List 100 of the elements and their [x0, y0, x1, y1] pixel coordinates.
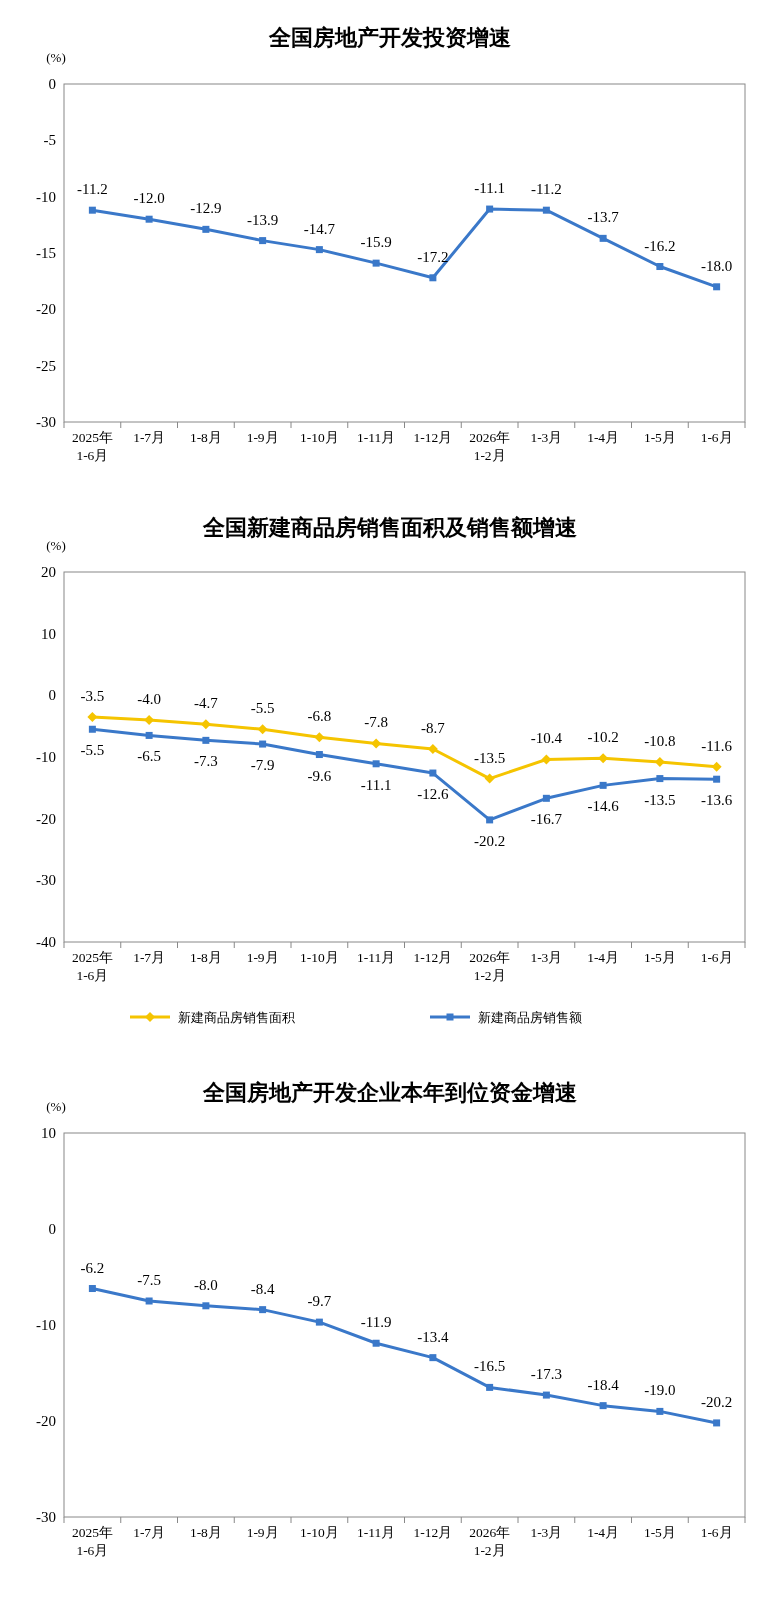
data-label: -15.9	[360, 234, 392, 251]
point	[713, 775, 721, 783]
point	[372, 760, 380, 768]
point	[656, 775, 664, 783]
data-label: -11.2	[531, 181, 562, 198]
y-axis-title: (%)	[46, 538, 66, 553]
point	[314, 732, 325, 743]
data-label: -8.0	[194, 1276, 218, 1293]
data-label: -8.7	[421, 719, 446, 736]
data-label: -8.4	[250, 1280, 275, 1297]
point	[202, 736, 210, 744]
y-tick-label: -10	[36, 1317, 56, 1333]
x-tick-label: 1-6月	[700, 430, 733, 445]
data-label: -16.2	[644, 237, 676, 254]
data-label: -7.8	[364, 714, 388, 731]
x-tick-label: 1-3月	[530, 950, 563, 965]
data-label: -9.6	[307, 767, 332, 784]
point	[599, 781, 607, 789]
point	[200, 719, 211, 730]
point	[202, 1302, 210, 1310]
point	[486, 816, 494, 824]
point	[371, 738, 382, 749]
data-label: -16.7	[530, 811, 563, 828]
data-label: -13.9	[247, 211, 279, 228]
data-label: -17.2	[417, 248, 449, 265]
point	[315, 246, 323, 254]
data-label: -12.0	[133, 190, 165, 207]
y-tick-label: -30	[36, 872, 56, 889]
data-label: -12.6	[417, 786, 449, 803]
x-tick-label: 1-9月	[246, 430, 279, 445]
data-label: -7.9	[250, 757, 275, 774]
data-label: -11.1	[360, 776, 392, 793]
x-tick-label: 1-7月	[133, 430, 166, 445]
x-tick-label: 1-7月	[133, 1525, 166, 1540]
point	[87, 711, 98, 722]
point	[257, 724, 268, 735]
x-tick-label: 1-8月	[189, 1525, 222, 1540]
data-label: -20.2	[701, 1393, 733, 1410]
y-tick-label: -5	[43, 132, 56, 149]
point	[259, 740, 267, 748]
y-tick-label: -10	[36, 188, 56, 205]
point	[202, 225, 210, 233]
data-label: -11.1	[474, 180, 505, 197]
data-label: -3.5	[80, 687, 105, 704]
y-axis-title: (%)	[46, 50, 66, 65]
y-axis-title: (%)	[46, 1099, 66, 1114]
y-tick-label: -20	[36, 810, 56, 827]
x-tick-label: 1-3月	[530, 430, 563, 445]
point	[542, 206, 550, 214]
x-tick-label: 1-5月	[643, 1525, 676, 1540]
data-label: -18.0	[701, 257, 733, 274]
x-tick-label: 1-9月	[246, 1525, 279, 1540]
data-label: -6.2	[80, 1259, 105, 1276]
point	[542, 1391, 550, 1399]
chart-title: 全国新建商品房销售面积及销售额增速	[202, 515, 577, 540]
x-tick-label: 1-8月	[189, 950, 222, 965]
point	[711, 761, 722, 772]
chart-title: 全国房地产开发企业本年到位资金增速	[202, 1080, 577, 1105]
point	[372, 1339, 380, 1347]
x-tick-label: 1-6月	[700, 1525, 733, 1540]
y-tick-label: 0	[48, 687, 56, 704]
point	[429, 274, 437, 282]
x-tick-label: 1-11月	[357, 430, 396, 445]
data-label: -6.8	[307, 708, 332, 725]
data-label: -13.6	[701, 792, 733, 809]
data-label: -14.6	[587, 798, 620, 815]
point	[259, 1306, 267, 1314]
data-label: -11.9	[360, 1314, 392, 1331]
x-tick-label: 1-9月	[246, 950, 279, 965]
data-label: -12.9	[190, 200, 222, 217]
y-tick-label: -15	[36, 245, 56, 261]
point	[88, 725, 96, 733]
data-label: -14.7	[303, 220, 336, 237]
x-tick-label: 1-4月	[587, 1525, 620, 1540]
data-label: -7.5	[137, 1272, 161, 1288]
x-tick-label: 1-12月	[413, 1525, 453, 1540]
point	[315, 1318, 323, 1326]
y-tick-label: 20	[41, 564, 56, 580]
x-tick-label: 1-10月	[300, 1525, 339, 1540]
data-label: -5.5	[80, 742, 105, 759]
data-label: -11.6	[701, 737, 733, 754]
data-label: -13.4	[417, 1328, 449, 1345]
x-tick-label: 1-12月	[413, 950, 453, 965]
legend-label: 新建商品房销售额	[478, 1010, 582, 1025]
y-tick-label: 10	[41, 1125, 56, 1141]
point	[713, 1419, 721, 1427]
y-tick-label: -30	[36, 414, 56, 430]
point	[599, 234, 607, 242]
data-label: -10.8	[644, 732, 676, 749]
x-tick-label: 1-5月	[643, 430, 676, 445]
point	[145, 731, 153, 739]
x-tick-label: 1-6月	[700, 950, 733, 965]
point	[145, 1297, 153, 1305]
point	[599, 1402, 607, 1410]
data-label: -4.7	[194, 695, 219, 712]
data-label: -17.3	[530, 1366, 562, 1383]
point	[541, 754, 552, 765]
legend-label: 新建商品房销售面积	[178, 1010, 295, 1025]
data-label: -5.5	[250, 700, 275, 717]
chart-title: 全国房地产开发投资增速	[268, 25, 511, 50]
